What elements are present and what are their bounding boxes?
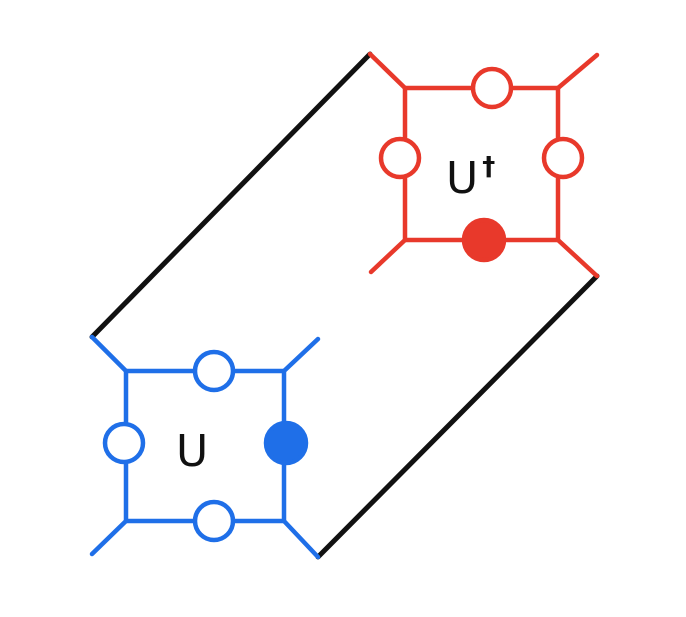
leg-u-bottom-right [281,518,321,560]
leg-u-dagger-bottom-left [368,237,408,275]
connector-upper [89,51,373,340]
tensor-u-dagger-label-superscript: † [482,152,495,182]
connector-lower [315,273,600,560]
open-node-u-dagger-top [470,66,514,110]
open-node-u-bottom [192,499,236,543]
connector-lines [89,51,600,560]
tensor-u-dagger-label: U † [446,152,495,204]
open-node-u-dagger-right [541,136,585,180]
leg-u-top-left [89,334,129,374]
filled-node-u-dagger-bottom [461,217,507,263]
filled-node-u-right [263,420,309,466]
open-node-u-left [102,421,146,465]
open-node-u-dagger-left [378,136,422,180]
leg-u-dagger-top-left [367,51,408,91]
leg-u-dagger-top-right [555,52,600,91]
tensor-u-dagger [367,51,600,279]
leg-u-dagger-bottom-right [555,237,600,279]
tensor-u [89,334,321,560]
tensor-u-dagger-label-main: U [446,153,478,204]
leg-u-top-right [281,336,321,374]
tensor-u-label: U [176,426,208,477]
open-node-u-top [192,349,236,393]
leg-u-bottom-left [89,518,129,557]
